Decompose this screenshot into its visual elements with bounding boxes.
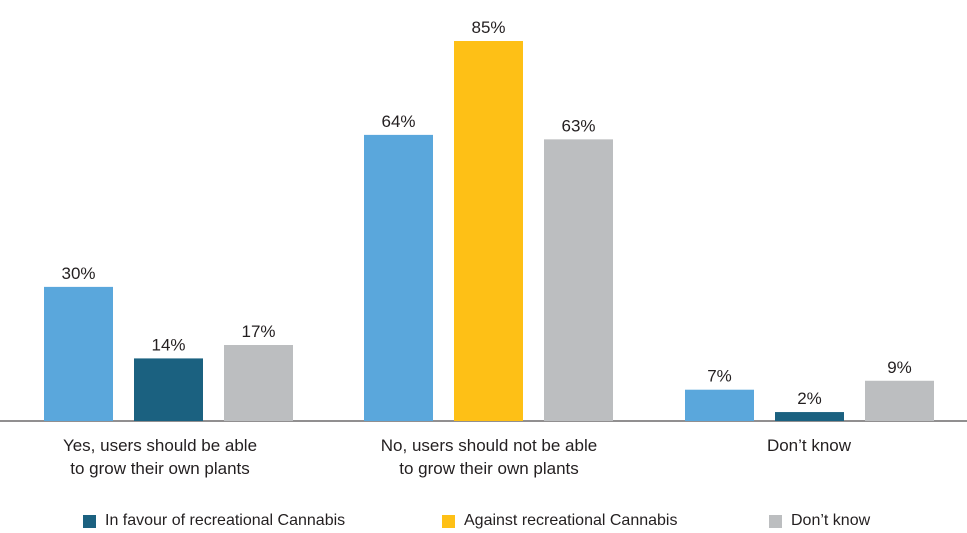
bar [685,389,754,421]
data-label: 85% [471,18,505,37]
legend-label: Don’t know [791,512,871,529]
bar [775,412,844,421]
legend-label: In favour of recreational Cannabis [105,512,346,529]
value-labels-layer: 30% 14% 17% 64% 85% 63% 7% 2% 9% [61,18,911,408]
legend-item: Against recreational Cannabis [442,512,677,530]
bar [364,134,433,421]
legend-swatch [83,514,96,528]
legend-label: Against recreational Cannabis [464,512,678,529]
data-label: 14% [151,335,185,354]
legend-swatch [442,514,455,528]
bar [224,345,293,421]
bar [454,41,523,421]
legend-item: In favour of recreational Cannabis [83,512,345,530]
bar [544,139,613,421]
data-label: 7% [707,367,732,386]
data-label: 17% [241,322,275,341]
bar [44,286,113,421]
bar [865,380,934,421]
category-label: Yes, users should be able to grow their … [62,436,258,478]
bars-layer [44,41,934,421]
legend-swatch [769,514,782,528]
data-label: 30% [61,264,95,283]
category-label: Don’t know [766,436,852,455]
bar [134,358,203,421]
data-label: 63% [561,116,595,135]
data-label: 2% [797,389,822,408]
data-label: 9% [887,358,912,377]
legend-item: Don’t know [769,512,870,530]
category-label: No, users should not be able to grow the… [380,436,598,478]
data-label: 64% [381,112,415,131]
